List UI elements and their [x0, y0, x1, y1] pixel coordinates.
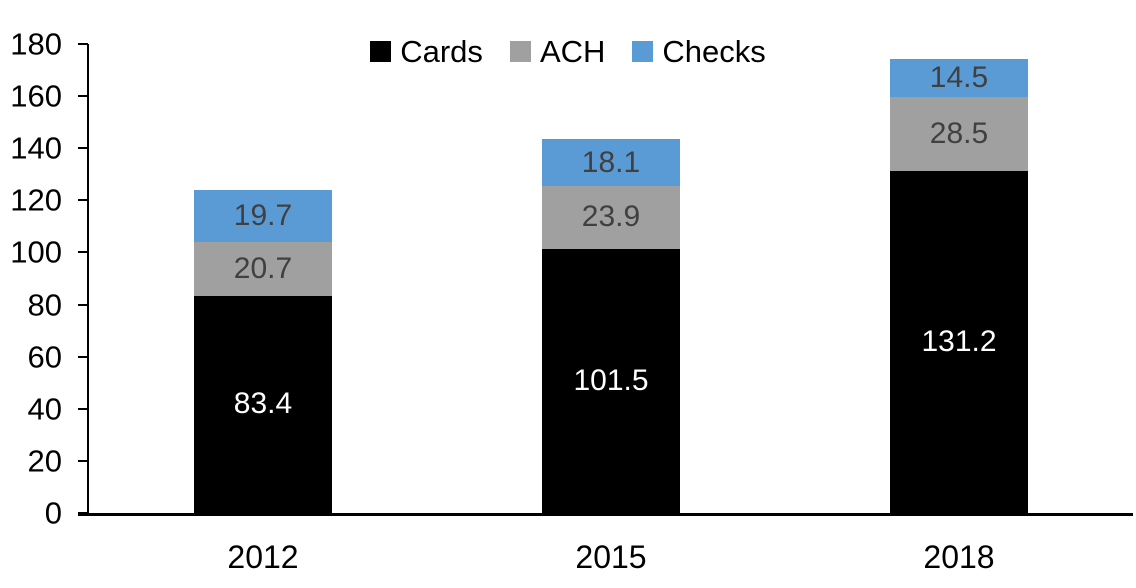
- y-axis-tick: [78, 199, 88, 202]
- x-axis-line: [78, 513, 1133, 516]
- bar-segment-value-label: 23.9: [581, 200, 641, 234]
- bar-segment-cards-2012: 83.4: [194, 295, 332, 513]
- y-axis-tick-label: 160: [10, 78, 62, 114]
- y-axis-tick: [78, 147, 88, 150]
- y-axis-tick: [78, 459, 88, 462]
- bar-segment-value-label: 101.5: [573, 363, 649, 397]
- y-axis-tick-label: 120: [10, 182, 62, 218]
- y-axis-tick: [78, 43, 88, 45]
- bar-2018: 131.2 28.5 14.5: [890, 44, 1028, 513]
- legend-swatch-checks: [632, 40, 654, 62]
- x-axis-category-label: 2018: [923, 539, 995, 575]
- bar-segment-cards-2015: 101.5: [542, 248, 680, 513]
- legend-label: Cards: [400, 33, 483, 69]
- bar-segment-checks-2012: 19.7: [194, 190, 332, 242]
- legend-swatch-cards: [370, 40, 392, 62]
- y-axis-tick-label: 20: [27, 443, 62, 479]
- bar-segment-value-label: 19.7: [233, 199, 293, 233]
- bar-2012: 83.4 20.7 19.7: [194, 44, 332, 513]
- bar-segment-ach-2012: 20.7: [194, 241, 332, 296]
- chart-legend: Cards ACH Checks: [0, 33, 1136, 69]
- legend-item-cards: Cards: [370, 36, 483, 67]
- bar-segment-value-label: 18.1: [581, 145, 641, 179]
- y-axis-tick: [78, 355, 88, 358]
- bar-segment-ach-2015: 23.9: [542, 186, 680, 249]
- y-axis-tick: [78, 95, 88, 98]
- legend-label: Checks: [662, 33, 766, 69]
- legend-swatch-ach: [509, 40, 531, 62]
- y-axis-line: [87, 44, 89, 513]
- y-axis-tick: [78, 303, 88, 306]
- y-axis-tick-label: 60: [27, 339, 62, 375]
- bar-segment-value-label: 83.4: [233, 387, 293, 421]
- x-axis-category-label: 2015: [575, 539, 647, 575]
- bar-segment-value-label: 14.5: [929, 61, 989, 95]
- y-axis-tick: [78, 251, 88, 254]
- bar-segment-value-label: 20.7: [233, 251, 293, 285]
- legend-item-ach: ACH: [509, 33, 606, 69]
- y-axis-tick-label: 80: [27, 287, 62, 323]
- bar-segment-value-label: 28.5: [929, 117, 989, 151]
- bar-segment-checks-2015: 18.1: [542, 139, 680, 187]
- bar-segment-checks-2018: 14.5: [890, 59, 1028, 97]
- y-axis-tick-label: 40: [27, 391, 62, 427]
- legend-label: ACH: [539, 33, 606, 69]
- x-axis-category-label: 2012: [227, 539, 299, 575]
- bar-2015: 101.5 23.9 18.1: [542, 44, 680, 513]
- y-axis-tick-label: 100: [10, 234, 62, 270]
- y-axis-tick-label: 180: [10, 26, 62, 62]
- y-axis-tick: [78, 407, 88, 410]
- legend-item-checks: Checks: [632, 33, 766, 69]
- bar-segment-cards-2018: 131.2: [890, 171, 1028, 513]
- bar-segment-value-label: 131.2: [921, 325, 997, 359]
- y-axis-tick-label: 0: [44, 495, 62, 531]
- y-axis-tick-label: 140: [10, 130, 62, 166]
- bar-segment-ach-2018: 28.5: [890, 96, 1028, 172]
